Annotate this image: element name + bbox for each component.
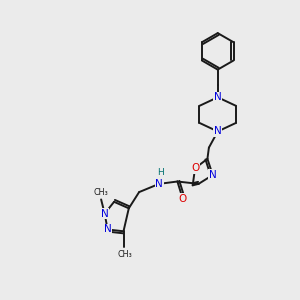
Text: N: N — [101, 208, 109, 219]
Text: CH₃: CH₃ — [94, 188, 109, 196]
Text: CH₃: CH₃ — [118, 250, 132, 259]
Text: O: O — [191, 163, 199, 173]
Text: N: N — [155, 179, 163, 189]
Text: N: N — [214, 126, 222, 136]
Text: H: H — [157, 168, 164, 177]
Text: N: N — [209, 170, 217, 180]
Text: N: N — [104, 224, 112, 235]
Text: O: O — [178, 194, 187, 204]
Text: N: N — [214, 92, 222, 102]
